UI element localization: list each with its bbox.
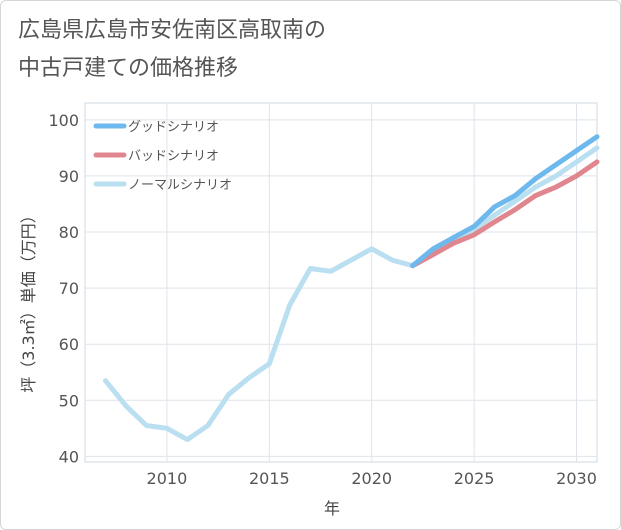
y-tick-label: 70 — [59, 279, 79, 298]
x-tick-label: 2030 — [556, 469, 597, 488]
y-tick-label: 40 — [59, 447, 79, 466]
x-axis-label: 年 — [324, 499, 340, 518]
legend-label: ノーマルシナリオ — [128, 178, 232, 193]
x-tick-label: 2010 — [147, 469, 188, 488]
legend-label: バッドシナリオ — [128, 149, 219, 164]
x-tick-label: 2025 — [454, 469, 495, 488]
x-tick-label: 2015 — [249, 469, 290, 488]
y-tick-label: 50 — [59, 391, 79, 410]
y-tick-label: 60 — [59, 335, 79, 354]
legend-label: グッドシナリオ — [128, 120, 219, 135]
y-tick-label: 100 — [48, 111, 79, 130]
y-tick-label: 80 — [59, 223, 79, 242]
y-axis-label: 坪（3.3㎡）単価（万円） — [19, 207, 38, 392]
series-line — [410, 159, 600, 269]
series-lines — [103, 134, 600, 443]
x-tick-label: 2020 — [351, 469, 392, 488]
plot-border — [84, 102, 598, 463]
y-tick-label: 90 — [59, 167, 79, 186]
tick-labels: 40 50 60 70 80 90 100 2010 2015 2020 2025 2030 — [48, 111, 596, 488]
chart-title: 広島県広島市安佐南区高取南の 中古戸建ての価格推移 — [18, 18, 327, 81]
series-line — [103, 145, 600, 443]
series-line — [410, 134, 600, 269]
